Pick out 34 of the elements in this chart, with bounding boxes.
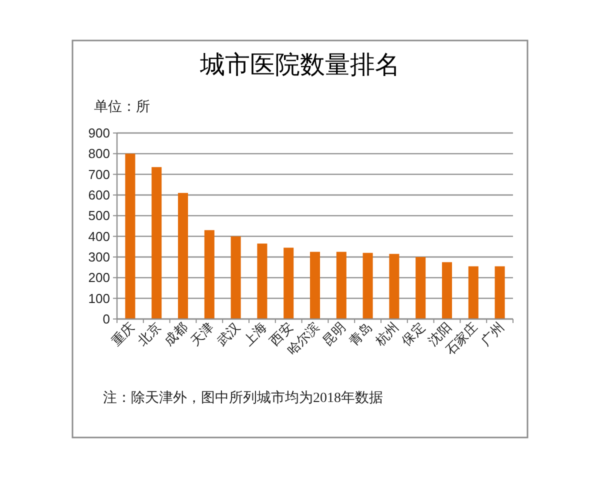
y-axis-title: 单位：所 <box>94 99 150 115</box>
bar <box>152 167 162 319</box>
bar <box>389 254 400 319</box>
bar <box>178 192 188 319</box>
bar <box>310 252 320 319</box>
y-tick-label: 700 <box>88 166 110 182</box>
y-tick-label: 400 <box>88 228 110 244</box>
chart-title: 城市医院数量排名 <box>199 51 400 79</box>
bar <box>336 252 346 319</box>
text: 注：除天津外，图中所列城市均为2018年数据 <box>103 390 383 406</box>
bar <box>204 230 214 319</box>
y-tick-label: 300 <box>88 250 110 264</box>
bar <box>468 266 478 319</box>
bar <box>125 154 136 319</box>
bar <box>362 252 373 319</box>
bar <box>230 236 241 319</box>
bar <box>442 262 452 319</box>
y-tick-label: 900 <box>88 126 110 140</box>
bar <box>416 257 426 319</box>
y-tick-label: 500 <box>88 208 110 224</box>
x-tick-label: 上海 <box>240 320 270 349</box>
bar <box>284 248 294 319</box>
x-tick-label: 北京 <box>134 320 164 349</box>
x-tick-label: 保定 <box>398 320 428 349</box>
bar <box>257 244 268 319</box>
y-tick-label: 800 <box>88 146 110 162</box>
x-tick-label: 广州 <box>478 320 507 349</box>
x-tick-label: 成都 <box>161 320 190 349</box>
x-tick-label: 重庆 <box>108 320 138 349</box>
y-tick-label: 600 <box>88 188 110 202</box>
y-tick-label: 100 <box>88 290 110 306</box>
bar <box>494 266 505 319</box>
y-tick-label: 200 <box>88 270 110 286</box>
y-tick-label: 0 <box>102 312 110 326</box>
